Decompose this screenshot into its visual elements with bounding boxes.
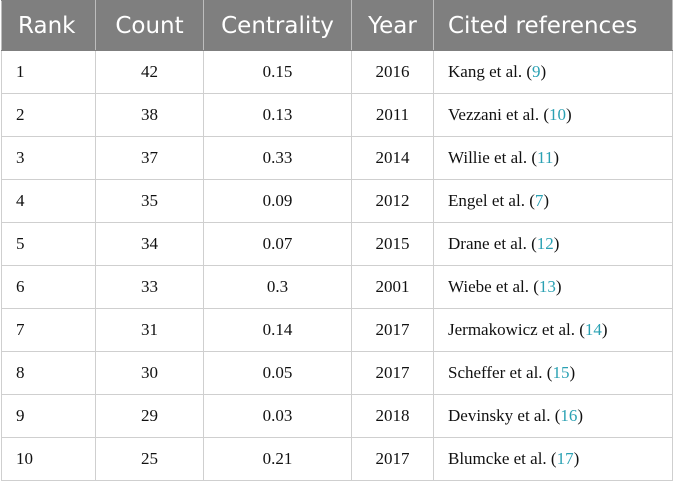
cell-rank: 2 bbox=[1, 93, 96, 137]
cell-rank: 5 bbox=[1, 222, 96, 266]
cell-year: 2018 bbox=[351, 394, 434, 438]
cell-cited-reference: Scheffer et al. (15) bbox=[433, 351, 673, 395]
citation-link[interactable]: 17 bbox=[556, 449, 574, 468]
citation-link[interactable]: 15 bbox=[552, 363, 570, 382]
citation-link[interactable]: 13 bbox=[538, 277, 556, 296]
table-row: 1 42 0.15 2016 Kang et al. (9) bbox=[1, 50, 673, 94]
cell-centrality: 0.3 bbox=[203, 265, 352, 309]
reference-close: ) bbox=[540, 62, 547, 81]
header-row: Rank Count Centrality Year Cited referen… bbox=[1, 0, 673, 51]
citation-link[interactable]: 9 bbox=[532, 62, 541, 81]
table-header: Rank Count Centrality Year Cited referen… bbox=[1, 0, 673, 51]
table-row: 6 33 0.3 2001 Wiebe et al. (13) bbox=[1, 265, 673, 309]
cell-count: 34 bbox=[95, 222, 204, 266]
cell-cited-reference: Jermakowicz et al. (14) bbox=[433, 308, 673, 352]
cell-centrality: 0.09 bbox=[203, 179, 352, 223]
cell-cited-reference: Blumcke et al. (17) bbox=[433, 437, 673, 481]
cell-count: 33 bbox=[95, 265, 204, 309]
reference-author: Engel et al. ( bbox=[448, 191, 535, 210]
cell-cited-reference: Willie et al. (11) bbox=[433, 136, 673, 180]
table-row: 8 30 0.05 2017 Scheffer et al. (15) bbox=[1, 351, 673, 395]
table-row: 4 35 0.09 2012 Engel et al. (7) bbox=[1, 179, 673, 223]
cell-centrality: 0.21 bbox=[203, 437, 352, 481]
cell-centrality: 0.07 bbox=[203, 222, 352, 266]
reference-author: Devinsky et al. ( bbox=[448, 406, 561, 425]
table-row: 9 29 0.03 2018 Devinsky et al. (16) bbox=[1, 394, 673, 438]
table-row: 2 38 0.13 2011 Vezzani et al. (10) bbox=[1, 93, 673, 137]
cell-centrality: 0.13 bbox=[203, 93, 352, 137]
cell-rank: 1 bbox=[1, 50, 96, 94]
cell-count: 31 bbox=[95, 308, 204, 352]
cell-year: 2017 bbox=[351, 437, 434, 481]
reference-author: Blumcke et al. ( bbox=[448, 449, 557, 468]
cell-year: 2016 bbox=[351, 50, 434, 94]
cell-centrality: 0.14 bbox=[203, 308, 352, 352]
table-row: 5 34 0.07 2015 Drane et al. (12) bbox=[1, 222, 673, 266]
cell-cited-reference: Vezzani et al. (10) bbox=[433, 93, 673, 137]
reference-close: ) bbox=[555, 277, 562, 296]
cell-rank: 8 bbox=[1, 351, 96, 395]
cell-year: 2017 bbox=[351, 308, 434, 352]
cell-rank: 6 bbox=[1, 265, 96, 309]
cell-year: 2014 bbox=[351, 136, 434, 180]
reference-close: ) bbox=[569, 363, 576, 382]
reference-close: ) bbox=[566, 105, 572, 124]
table-body: 1 42 0.15 2016 Kang et al. (9) 2 38 0.13… bbox=[1, 50, 673, 481]
header-centrality: Centrality bbox=[203, 0, 352, 51]
citation-link[interactable]: 11 bbox=[537, 148, 554, 167]
cell-year: 2011 bbox=[351, 93, 434, 137]
cell-year: 2001 bbox=[351, 265, 434, 309]
reference-author: Drane et al. ( bbox=[448, 234, 537, 253]
cell-cited-reference: Kang et al. (9) bbox=[433, 50, 673, 94]
cell-count: 38 bbox=[95, 93, 204, 137]
cell-rank: 3 bbox=[1, 136, 96, 180]
reference-author: Jermakowicz et al. ( bbox=[448, 320, 585, 339]
cell-cited-reference: Engel et al. (7) bbox=[433, 179, 673, 223]
table-row: 3 37 0.33 2014 Willie et al. (11) bbox=[1, 136, 673, 180]
citation-link[interactable]: 12 bbox=[536, 234, 554, 253]
header-count: Count bbox=[95, 0, 204, 51]
header-cited-references: Cited references bbox=[433, 0, 673, 51]
cell-year: 2012 bbox=[351, 179, 434, 223]
cell-centrality: 0.15 bbox=[203, 50, 352, 94]
cell-rank: 4 bbox=[1, 179, 96, 223]
citation-link[interactable]: 7 bbox=[534, 191, 544, 210]
header-year: Year bbox=[351, 0, 434, 51]
cell-centrality: 0.33 bbox=[203, 136, 352, 180]
reference-close: ) bbox=[543, 191, 550, 210]
cell-cited-reference: Drane et al. (12) bbox=[433, 222, 673, 266]
cell-count: 30 bbox=[95, 351, 204, 395]
cell-count: 29 bbox=[95, 394, 204, 438]
cell-centrality: 0.05 bbox=[203, 351, 352, 395]
table-row: 7 31 0.14 2017 Jermakowicz et al. (14) bbox=[1, 308, 673, 352]
cell-rank: 9 bbox=[1, 394, 96, 438]
cell-rank: 10 bbox=[1, 437, 96, 481]
reference-close: ) bbox=[553, 234, 560, 253]
reference-close: ) bbox=[573, 449, 580, 468]
citation-link[interactable]: 16 bbox=[560, 406, 578, 425]
table-row: 10 25 0.21 2017 Blumcke et al. (17) bbox=[1, 437, 673, 481]
citation-link[interactable]: 10 bbox=[549, 105, 566, 124]
reference-close: ) bbox=[553, 148, 560, 167]
reference-close: ) bbox=[577, 406, 584, 425]
cell-count: 42 bbox=[95, 50, 204, 94]
header-rank: Rank bbox=[1, 0, 96, 51]
reference-close: ) bbox=[601, 320, 608, 339]
cell-count: 35 bbox=[95, 179, 204, 223]
cell-year: 2015 bbox=[351, 222, 434, 266]
cell-rank: 7 bbox=[1, 308, 96, 352]
reference-author: Scheffer et al. ( bbox=[448, 363, 553, 382]
citation-link[interactable]: 14 bbox=[584, 320, 602, 339]
cell-count: 37 bbox=[95, 136, 204, 180]
cell-centrality: 0.03 bbox=[203, 394, 352, 438]
reference-author: Kang et al. ( bbox=[448, 62, 533, 81]
cell-cited-reference: Devinsky et al. (16) bbox=[433, 394, 673, 438]
reference-author: Willie et al. ( bbox=[448, 148, 538, 167]
reference-author: Wiebe et al. ( bbox=[448, 277, 539, 296]
cell-count: 25 bbox=[95, 437, 204, 481]
cell-year: 2017 bbox=[351, 351, 434, 395]
reference-author: Vezzani et al. ( bbox=[448, 105, 549, 124]
cell-cited-reference: Wiebe et al. (13) bbox=[433, 265, 673, 309]
